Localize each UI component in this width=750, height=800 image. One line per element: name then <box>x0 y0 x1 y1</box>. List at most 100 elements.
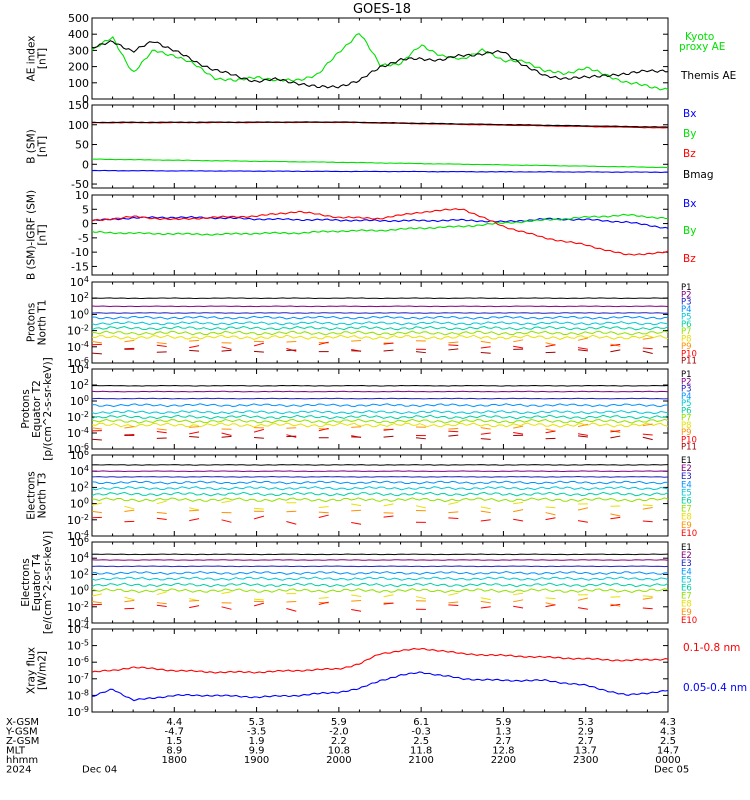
channel-trace-p9 <box>91 427 102 430</box>
channel-trace-e9 <box>124 509 135 512</box>
channel-trace-e9 <box>545 512 556 516</box>
channel-trace-e8 <box>351 503 362 507</box>
channel-label: P3 <box>681 298 692 308</box>
channel-trace-p11 <box>610 349 621 353</box>
channel-trace-e8 <box>415 596 426 600</box>
channel-trace-p9 <box>124 339 135 343</box>
legend-label: Themis AE <box>680 70 736 82</box>
channel-trace-p10 <box>642 433 653 436</box>
channel-label: P4 <box>681 392 692 402</box>
channel-trace-p9 <box>642 337 653 340</box>
channel-label: P1 <box>681 283 692 293</box>
channel-trace-e9 <box>286 600 297 603</box>
channel-trace-e8 <box>513 501 524 505</box>
series-line-by <box>91 158 668 169</box>
y-tick-label: 10-2 <box>67 410 89 424</box>
y-tick-label: 104 <box>70 551 89 565</box>
channel-label: P5 <box>681 312 692 322</box>
legend-label: proxy AE <box>679 41 725 53</box>
channel-trace-e9 <box>577 507 588 511</box>
channel-trace-p10 <box>448 430 459 433</box>
y-tick-label: 10-4 <box>67 340 89 354</box>
ephemeris-value: 13.7 <box>575 746 597 757</box>
legend-label: Bx <box>683 108 696 120</box>
y-tick-label: 10-5 <box>67 639 89 653</box>
channel-trace-p9 <box>480 340 491 344</box>
y-tick-label: 10-7 <box>67 672 89 686</box>
channel-trace-e6 <box>91 582 669 588</box>
channel-trace-e8 <box>383 594 394 598</box>
date-end-label: Dec 05 <box>654 765 689 776</box>
legend-label: 0.1-0.8 nm <box>683 642 740 654</box>
y-tick-label: 102 <box>70 291 89 305</box>
channel-label: E7 <box>681 505 692 515</box>
channel-trace-e10 <box>351 608 362 612</box>
y-axis-label: Protons <box>20 389 32 428</box>
ephemeris-value: 2.9 <box>578 727 594 738</box>
channel-trace-e9 <box>513 599 524 603</box>
channel-label: E4 <box>681 480 692 490</box>
channel-trace-p8 <box>91 334 669 340</box>
y-tick-label: 10-2 <box>67 324 89 338</box>
series-line-by <box>91 213 668 236</box>
legend-label: Kyoto <box>685 31 714 43</box>
channel-trace-e8 <box>318 506 329 508</box>
channel-trace-p10 <box>513 432 524 435</box>
channel-trace-e8 <box>642 595 653 598</box>
channel-trace-e10 <box>642 520 653 523</box>
y-axis-label: Xray flux <box>26 647 38 694</box>
channel-trace-p11 <box>577 435 588 438</box>
y-tick-label: 10-2 <box>67 600 89 614</box>
channel-trace-p9 <box>189 426 200 428</box>
channel-trace-e8 <box>91 593 102 597</box>
legend-label: By <box>683 128 696 140</box>
channel-trace-e8 <box>351 594 362 597</box>
channel-trace-p10 <box>610 343 621 347</box>
channel-trace-e10 <box>156 517 167 521</box>
channel-label: P7 <box>681 414 692 424</box>
channel-trace-e10 <box>286 608 297 612</box>
y-tick-label: 104 <box>70 275 89 289</box>
channel-trace-e10 <box>545 517 556 521</box>
channel-trace-e8 <box>253 507 264 510</box>
channel-trace-e10 <box>480 519 491 522</box>
y-axis-label: [nT] <box>37 48 49 69</box>
channel-label: E1 <box>681 543 692 553</box>
y-tick-label: 10-4 <box>67 622 89 636</box>
channel-trace-p10 <box>577 433 588 436</box>
channel-trace-p10 <box>577 347 588 350</box>
channel-trace-p10 <box>545 430 556 434</box>
panel-frame <box>91 194 669 276</box>
channel-trace-e9 <box>642 507 653 510</box>
channel-trace-e9 <box>448 601 459 604</box>
channel-trace-e8 <box>448 592 459 596</box>
ephemeris-value: 2.7 <box>495 736 511 747</box>
channel-trace-p11 <box>221 435 232 438</box>
y-axis-label: B (SM)-IGRF (SM) <box>26 190 38 280</box>
channel-trace-e8 <box>156 500 167 505</box>
y-axis-label: [p/(cm^2-s-sr-keV)] <box>42 357 54 460</box>
channel-trace-e9 <box>480 510 491 514</box>
channel-trace-e8 <box>91 502 102 506</box>
y-tick-label: 5 <box>82 203 89 216</box>
channel-trace-e9 <box>189 509 200 512</box>
channel-trace-e8 <box>415 505 426 509</box>
channel-trace-e3 <box>91 475 669 478</box>
channel-trace-p11 <box>189 349 200 352</box>
ephemeris-value: 1.5 <box>166 736 182 747</box>
ephemeris-value: 6.1 <box>413 717 429 728</box>
legend-label: Bz <box>683 253 696 265</box>
y-axis-label: [e/(cm^2-s-sr-keV)] <box>42 531 54 634</box>
legend-label: Bz <box>683 148 696 160</box>
legend-label: 0.05-0.4 nm <box>683 682 747 694</box>
channel-trace-p10 <box>189 345 200 349</box>
channel-trace-p6 <box>91 325 669 331</box>
y-tick-label: 0 <box>82 93 89 106</box>
channel-trace-p11 <box>253 350 264 353</box>
y-tick-label: 100 <box>70 497 89 511</box>
y-axis-label: North T1 <box>37 300 49 346</box>
channel-trace-p3 <box>91 397 669 400</box>
channel-label: E10 <box>681 529 697 539</box>
channel-trace-p9 <box>448 427 459 430</box>
